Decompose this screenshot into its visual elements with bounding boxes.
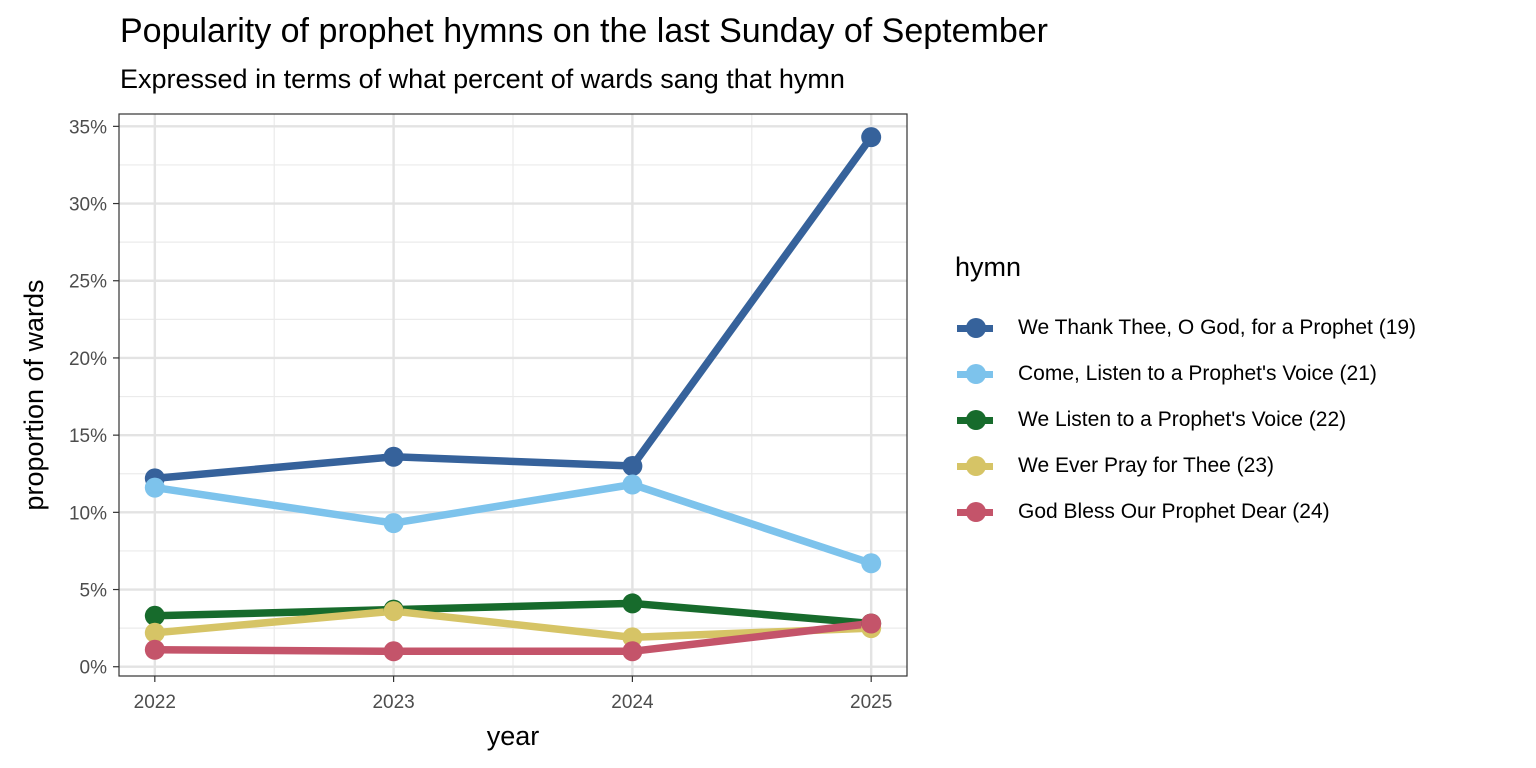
data-point <box>622 474 643 495</box>
y-axis-ticks: 0% 5% 10% 15% 20% 25% 30% 35% <box>69 117 119 679</box>
series-lines <box>154 134 875 656</box>
legend-label: We Thank Thee, O God, for a Prophet (19) <box>1018 316 1417 339</box>
minor-gridlines <box>119 114 907 676</box>
chart-title: Popularity of prophet hymns on the last … <box>120 12 1048 50</box>
y-tick-label: 20% <box>69 349 107 370</box>
data-point <box>622 641 643 662</box>
chart-subtitle: Expressed in terms of what percent of wa… <box>120 64 845 94</box>
y-tick-label: 15% <box>69 426 107 447</box>
data-point <box>861 613 882 634</box>
y-axis-title: proportion of wards <box>19 279 49 510</box>
y-tick-label: 30% <box>69 195 107 216</box>
x-tick-label: 2025 <box>850 692 892 713</box>
legend-item: Come, Listen to a Prophet's Voice (21) <box>955 351 1416 397</box>
data-point <box>383 601 404 622</box>
series-line-5 <box>154 619 872 656</box>
data-point <box>622 593 643 614</box>
x-axis-title: year <box>487 721 540 751</box>
data-point <box>861 553 882 574</box>
legend-item: We Thank Thee, O God, for a Prophet (19) <box>955 305 1416 351</box>
data-point <box>622 456 643 477</box>
legend-key-icon <box>955 497 995 527</box>
x-tick-label: 2022 <box>134 692 176 713</box>
data-point <box>622 627 643 648</box>
y-tick-label: 5% <box>80 581 108 602</box>
y-tick-label: 35% <box>69 117 107 138</box>
legend-key-icon <box>955 405 995 435</box>
legend-label: We Listen to a Prophet's Voice (22) <box>1018 408 1347 431</box>
legend-key-icon <box>955 313 995 343</box>
data-point <box>383 641 404 662</box>
legend-items: We Thank Thee, O God, for a Prophet (19)… <box>955 305 1416 535</box>
series-line-2 <box>154 480 873 567</box>
legend-item: We Ever Pray for Thee (23) <box>955 443 1416 489</box>
series-points <box>144 127 882 662</box>
data-point <box>383 513 404 534</box>
series-line-3 <box>154 599 872 628</box>
legend-item: We Listen to a Prophet's Voice (22) <box>955 397 1416 443</box>
series-line-1 <box>154 134 875 483</box>
x-tick-label: 2023 <box>372 692 414 713</box>
series-line-4 <box>154 607 872 642</box>
data-point <box>144 605 165 626</box>
data-point <box>144 622 165 643</box>
legend-key-icon <box>955 359 995 389</box>
y-tick-label: 0% <box>80 658 108 679</box>
data-point <box>144 477 165 498</box>
y-tick-label: 10% <box>69 503 107 524</box>
legend-title: hymn <box>955 252 1022 282</box>
data-point <box>861 127 882 148</box>
panel-border <box>118 113 908 677</box>
data-point <box>383 446 404 467</box>
legend: hymn We Thank Thee, O God, for a Prophet… <box>955 252 1416 535</box>
legend-item: God Bless Our Prophet Dear (24) <box>955 489 1416 535</box>
major-gridlines <box>119 114 907 676</box>
legend-label: God Bless Our Prophet Dear (24) <box>1018 500 1330 523</box>
legend-label: We Ever Pray for Thee (23) <box>1018 454 1274 477</box>
x-tick-label: 2024 <box>611 692 654 713</box>
data-point <box>144 639 165 660</box>
x-axis-ticks: 2022 2023 2024 2025 <box>134 676 892 713</box>
legend-key-icon <box>955 451 995 481</box>
legend-label: Come, Listen to a Prophet's Voice (21) <box>1018 362 1377 385</box>
y-tick-label: 25% <box>69 272 107 293</box>
